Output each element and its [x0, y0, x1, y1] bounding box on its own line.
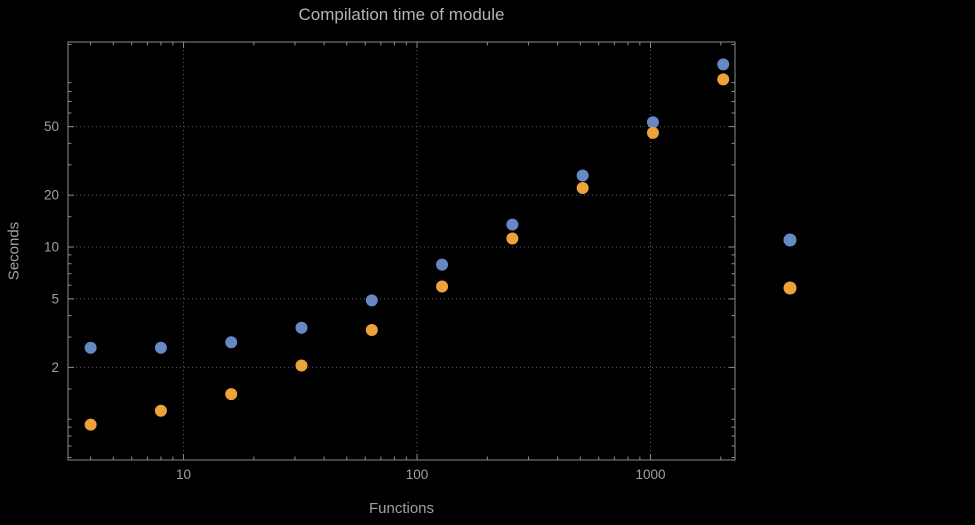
- data-point-series-1: [154, 341, 167, 354]
- chart-title: Compilation time of module: [298, 5, 505, 24]
- data-point-series-1: [506, 218, 519, 231]
- y-tick-label: 50: [44, 119, 59, 134]
- data-point-series-1: [295, 321, 308, 334]
- data-point-series-1: [576, 169, 589, 182]
- data-point-series-2: [154, 404, 167, 417]
- x-tick-label: 10: [176, 467, 191, 482]
- x-tick-label: 1000: [636, 467, 666, 482]
- data-point-series-2: [717, 73, 730, 86]
- data-point-series-1: [225, 336, 238, 349]
- x-tick-label: 100: [406, 467, 429, 482]
- legend-marker: [783, 281, 797, 295]
- data-point-series-2: [365, 323, 378, 336]
- y-tick-label: 10: [44, 240, 59, 255]
- y-tick-label: 2: [51, 360, 59, 375]
- y-axis-label: Seconds: [5, 221, 23, 281]
- data-point-series-2: [84, 418, 97, 431]
- data-point-series-2: [506, 232, 519, 245]
- x-axis-label: Functions: [368, 500, 435, 517]
- data-point-series-1: [436, 258, 449, 271]
- y-tick-label: 20: [44, 188, 59, 203]
- y-tick-label: 5: [51, 291, 59, 306]
- legend-marker: [783, 233, 797, 247]
- data-point-series-2: [436, 280, 449, 293]
- data-point-series-1: [717, 58, 730, 71]
- data-point-series-1: [84, 341, 97, 354]
- data-point-series-1: [365, 294, 378, 307]
- data-point-series-2: [646, 126, 659, 139]
- data-point-series-2: [295, 359, 308, 372]
- plot-frame: [67, 41, 736, 461]
- data-point-series-1: [646, 116, 659, 129]
- data-point-series-2: [576, 182, 589, 195]
- data-point-series-2: [225, 388, 238, 401]
